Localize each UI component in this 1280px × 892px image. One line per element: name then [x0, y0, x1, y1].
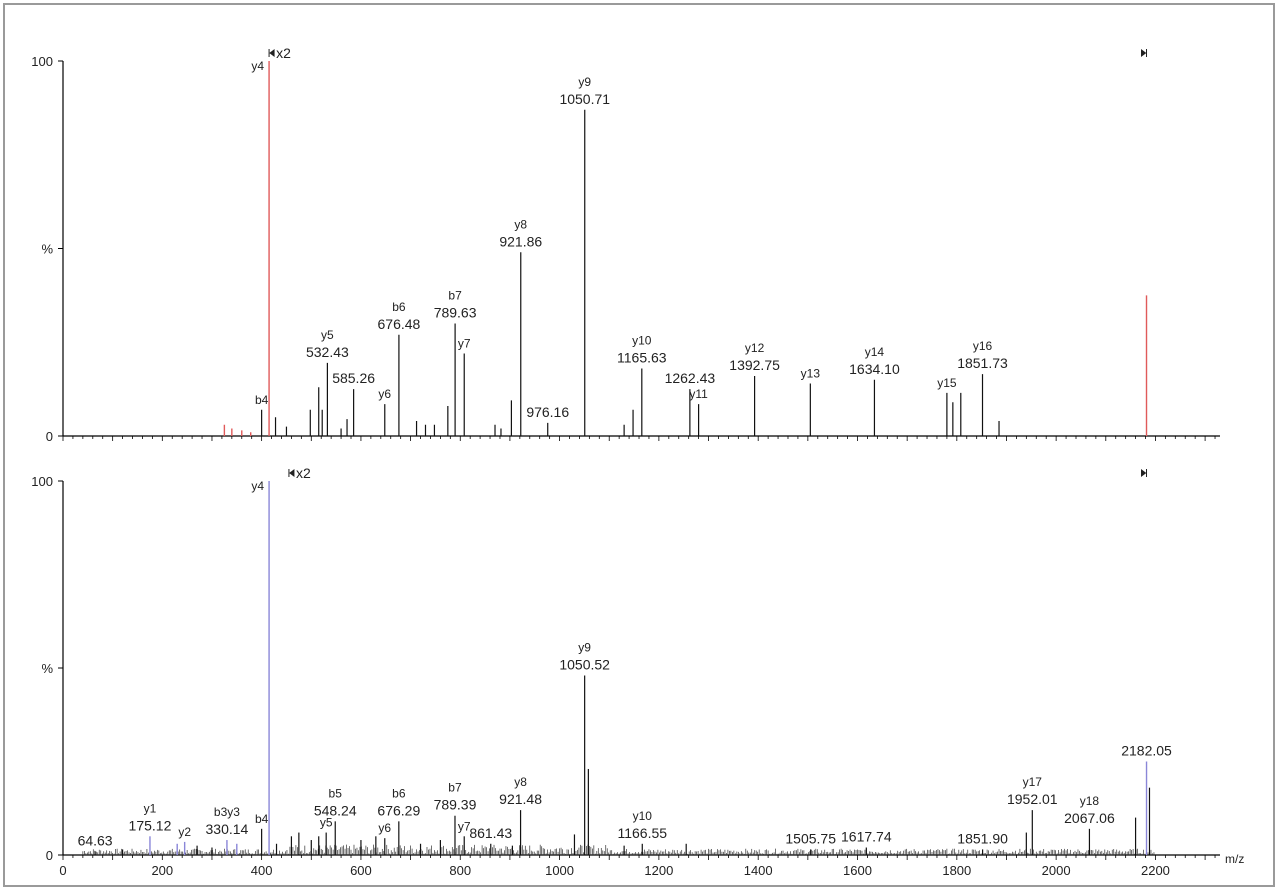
peak-mz-label: 330.14	[206, 821, 249, 837]
peak-mz-label: 64.63	[78, 832, 113, 848]
peak-ion-label: y10	[633, 809, 653, 823]
peak-mz-label: 1050.52	[559, 656, 610, 672]
scale-factor-label: x2	[296, 465, 311, 481]
peak-ion-label: b7	[448, 781, 462, 795]
peak-mz-label: 921.86	[499, 233, 542, 249]
peak-mz-label: 1952.01	[1007, 791, 1058, 807]
x-tick-label: 800	[449, 863, 471, 878]
x-tick-label: 2200	[1141, 863, 1170, 878]
x-tick-label: 1800	[942, 863, 971, 878]
peak-ion-label: y10	[632, 334, 652, 348]
peak-ion-label: b7	[448, 289, 462, 303]
peak-ion-label: b3y3	[214, 805, 240, 819]
peak-mz-label: 976.16	[526, 404, 569, 420]
peak-mz-label: 585.26	[332, 370, 375, 386]
peak-mz-label: 1851.90	[957, 830, 1008, 846]
x-tick-label: 600	[350, 863, 372, 878]
peak-ion-label: y2	[178, 825, 191, 839]
peak-ion-label: y15	[937, 376, 957, 390]
peak-mz-label: 861.43	[469, 825, 512, 841]
peak-mz-label: 1050.71	[559, 91, 610, 107]
y-tick-label: 100	[31, 474, 53, 489]
peak-ion-label: b4	[255, 812, 269, 826]
peak-mz-label: 1165.63	[617, 350, 667, 366]
peak-mz-label: 532.43	[306, 344, 349, 360]
peak-mz-label: 2067.06	[1064, 810, 1115, 826]
peak-mz-label: 1392.75	[729, 357, 780, 373]
peak-ion-label: b4	[255, 393, 269, 407]
peak-ion-label: y13	[801, 367, 821, 381]
peak-mz-label: 1851.73	[957, 355, 1008, 371]
chart-frame	[3, 3, 1275, 887]
peak-ion-label: y5	[320, 816, 333, 830]
x-tick-label: 0	[59, 863, 66, 878]
scale-start-marker	[288, 469, 295, 477]
peak-ion-label: y5	[321, 328, 334, 342]
peak-ion-label: y7	[458, 819, 471, 833]
peak-mz-label: 2182.05	[1121, 743, 1172, 759]
scale-factor-label: x2	[276, 45, 291, 61]
y-tick-label: 0	[46, 848, 53, 863]
peak-ion-label: y12	[745, 341, 765, 355]
peak-mz-label: 1634.10	[849, 361, 900, 377]
peak-mz-label: 1262.43	[665, 370, 716, 386]
x-tick-label: 200	[151, 863, 173, 878]
x-tick-label: 400	[251, 863, 273, 878]
peak-ion-label: b5	[329, 786, 343, 800]
peak-ion-label: y8	[514, 217, 527, 231]
peak-ion-label: b6	[392, 786, 406, 800]
scale-start-marker	[268, 49, 275, 57]
x-tick-label: 1000	[545, 863, 574, 878]
peak-ion-label: y8	[514, 775, 527, 789]
peak-ion-label: y6	[378, 821, 391, 835]
peak-ion-label: y9	[578, 75, 591, 89]
x-tick-label: 2000	[1042, 863, 1071, 878]
peak-mz-label: 676.48	[378, 316, 421, 332]
peak-mz-label: 1505.75	[785, 830, 836, 846]
x-tick-label: 1200	[644, 863, 673, 878]
peak-mz-label: 789.39	[434, 797, 477, 813]
scale-end-marker	[1141, 49, 1148, 57]
y-tick-label: %	[41, 242, 53, 257]
peak-ion-label: y17	[1023, 775, 1043, 789]
y-tick-label: %	[41, 661, 53, 676]
x-tick-label: 1400	[744, 863, 773, 878]
y-tick-label: 100	[31, 54, 53, 69]
peak-ion-label: y7	[458, 337, 471, 351]
peak-ion-label: y4	[251, 59, 264, 73]
peak-ion-label: y18	[1080, 794, 1100, 808]
x-axis-label: m/z	[1225, 852, 1244, 866]
peak-mz-label: 789.63	[434, 305, 477, 321]
peak-mz-label: 1617.74	[841, 829, 892, 845]
peak-ion-label: y16	[973, 339, 993, 353]
peak-mz-label: 921.48	[499, 791, 542, 807]
scale-end-marker	[1141, 469, 1148, 477]
peak-ion-label: y14	[865, 345, 885, 359]
peak-mz-label: 1166.55	[617, 825, 667, 841]
peak-ion-label: y6	[378, 387, 391, 401]
peak-mz-label: 676.29	[377, 802, 420, 818]
peak-mz-label: 548.24	[314, 802, 357, 818]
peak-ion-label: y1	[144, 801, 157, 815]
peak-ion-label: b6	[392, 300, 406, 314]
x-tick-label: 1600	[843, 863, 872, 878]
peak-ion-label: y9	[578, 640, 591, 654]
y-tick-label: 0	[46, 429, 53, 444]
peak-mz-label: 175.12	[129, 817, 172, 833]
peak-ion-label: y11	[689, 387, 708, 401]
peak-ion-label: y4	[251, 479, 264, 493]
